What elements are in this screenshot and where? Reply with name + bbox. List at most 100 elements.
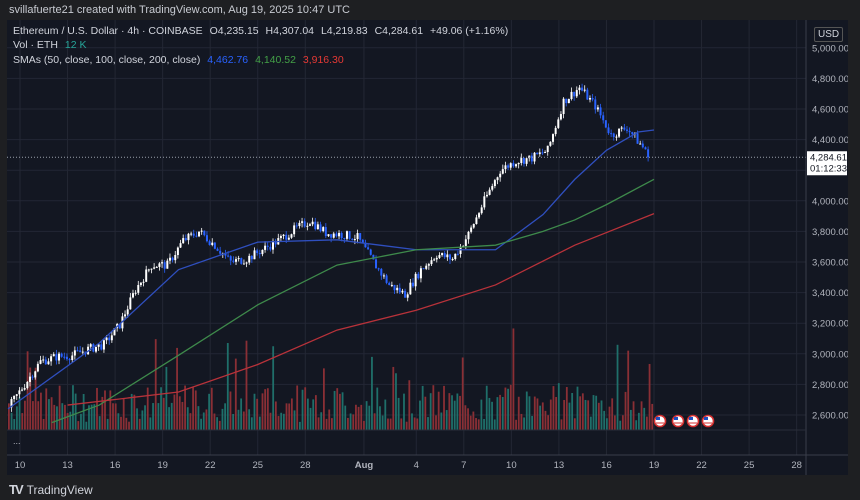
volume-bar bbox=[13, 419, 16, 430]
volume-bar bbox=[80, 413, 82, 430]
volume-bar bbox=[368, 405, 371, 430]
price-tick-label: 3,400.00 bbox=[812, 288, 848, 299]
candle-body bbox=[388, 282, 391, 286]
volume-bar bbox=[632, 401, 635, 430]
sma100-value: 4,140.52 bbox=[255, 54, 296, 66]
candle-body bbox=[345, 231, 348, 239]
volume-bar bbox=[122, 398, 125, 430]
currency-button[interactable]: USD bbox=[814, 27, 844, 42]
volume-bar bbox=[160, 387, 162, 430]
time-tick-label: 13 bbox=[554, 460, 565, 471]
candle-body bbox=[520, 158, 523, 164]
candle-body bbox=[562, 98, 565, 115]
volume-bar bbox=[82, 393, 85, 430]
volume-bar bbox=[170, 402, 173, 430]
candle-body bbox=[76, 350, 79, 352]
candle-body bbox=[583, 89, 586, 91]
volume-bar bbox=[152, 403, 154, 430]
candle-body bbox=[147, 269, 150, 271]
candle-body bbox=[425, 265, 428, 269]
candle-body bbox=[367, 247, 370, 250]
candle-body bbox=[303, 221, 306, 227]
sma-line-100 bbox=[51, 178, 655, 424]
volume-bar bbox=[616, 344, 619, 430]
volume-bar bbox=[467, 408, 469, 430]
volume-bar bbox=[173, 394, 176, 430]
candle-body bbox=[15, 394, 18, 396]
volume-bar bbox=[304, 387, 307, 430]
volume-bar bbox=[58, 385, 61, 430]
sma-label[interactable]: SMAs (50, close, 100, close, 200, close) bbox=[13, 54, 201, 66]
candle-body bbox=[451, 259, 454, 261]
volume-bar bbox=[96, 387, 98, 430]
candle-body bbox=[369, 249, 372, 255]
volume-bar bbox=[293, 410, 296, 430]
candle-body bbox=[26, 381, 29, 389]
volume-bar bbox=[333, 390, 336, 430]
candle-body bbox=[295, 225, 298, 227]
candle-body bbox=[192, 233, 195, 236]
candle-body bbox=[364, 242, 367, 248]
volume-bar bbox=[213, 413, 216, 430]
volume-bar bbox=[256, 398, 259, 430]
candle-body bbox=[570, 91, 573, 100]
volume-bar bbox=[605, 418, 608, 430]
sma50-value: 4,462.76 bbox=[207, 54, 249, 66]
price-tick-label: 4,000.00 bbox=[812, 196, 848, 207]
volume-bar bbox=[643, 407, 646, 430]
candle-body bbox=[417, 273, 420, 279]
volume-bar bbox=[600, 400, 603, 430]
volume-bar bbox=[603, 410, 606, 430]
candle-body bbox=[591, 97, 594, 100]
symbol-label[interactable]: Ethereum / U.S. Dollar · 4h · COINBASE bbox=[13, 25, 203, 37]
candle-body bbox=[60, 353, 63, 357]
candle-body bbox=[530, 155, 533, 162]
candle-body bbox=[499, 173, 502, 178]
more-indicators-button[interactable]: ... bbox=[13, 436, 21, 446]
volume-bar bbox=[325, 418, 328, 430]
chart-panel[interactable]: 2,600.00 2,800.00 3,000.00 3,200.00 3,400.00… bbox=[7, 20, 848, 475]
volume-bar bbox=[635, 420, 638, 430]
volume-bar bbox=[258, 416, 261, 430]
volume-bar bbox=[576, 386, 579, 430]
candle-body bbox=[187, 233, 190, 241]
candle-body bbox=[266, 245, 269, 247]
candle-body bbox=[285, 234, 288, 240]
candle-body bbox=[581, 87, 584, 91]
price-chart[interactable]: 2,600.00 2,800.00 3,000.00 3,200.00 3,400.00… bbox=[7, 20, 848, 475]
candle-body bbox=[36, 363, 39, 372]
candle-body bbox=[522, 158, 525, 164]
time-tick-label: 16 bbox=[601, 460, 612, 471]
volume-bar bbox=[322, 368, 325, 430]
candle-body bbox=[422, 268, 425, 270]
volume-bar bbox=[186, 407, 189, 430]
candle-body bbox=[430, 260, 433, 265]
candle-body bbox=[588, 97, 591, 100]
candle-body bbox=[264, 245, 267, 250]
flag-canton bbox=[689, 417, 693, 420]
candle-body bbox=[58, 353, 61, 361]
volume-bar bbox=[504, 387, 507, 430]
volume-bar bbox=[48, 399, 50, 430]
candle-body bbox=[108, 337, 111, 341]
volume-bar bbox=[400, 418, 403, 430]
volume-bar bbox=[640, 401, 643, 430]
time-tick-label: 22 bbox=[205, 460, 216, 471]
volume-bar bbox=[202, 412, 205, 430]
footer-brand: TradingView bbox=[26, 482, 93, 497]
volume-value: 12 K bbox=[64, 39, 87, 51]
candle-body bbox=[525, 158, 528, 164]
price-tick-label: 4,800.00 bbox=[812, 74, 848, 85]
volume-bar bbox=[648, 363, 651, 430]
volume-bar bbox=[336, 388, 339, 430]
volume-bar bbox=[373, 413, 376, 430]
volume-label[interactable]: Vol · ETH bbox=[13, 39, 58, 51]
candle-body bbox=[205, 235, 208, 242]
candle-body bbox=[412, 282, 415, 287]
candle-body bbox=[319, 224, 322, 232]
candle-body bbox=[375, 259, 378, 269]
volume-bar bbox=[98, 416, 101, 430]
candle-body bbox=[39, 360, 42, 364]
volume-bar bbox=[29, 367, 32, 430]
volume-bar bbox=[197, 406, 200, 430]
